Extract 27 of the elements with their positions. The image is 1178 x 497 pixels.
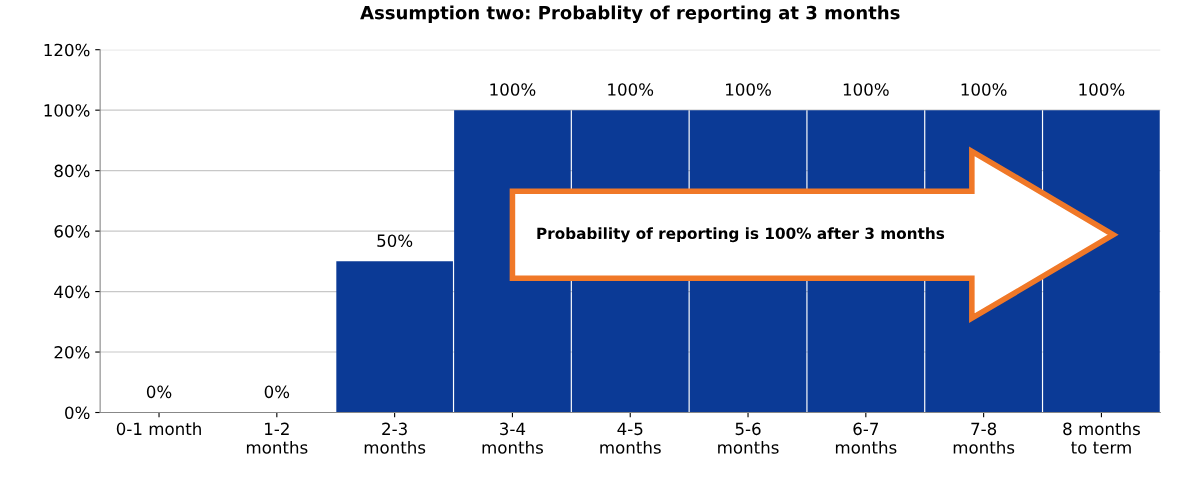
data-label: 100%	[608, 83, 654, 96]
data-label: 100%	[490, 83, 536, 96]
y-tick-label: 120%	[44, 43, 90, 57]
data-label: 100%	[961, 83, 1007, 96]
y-tick-label: 20%	[54, 346, 90, 359]
y-tick-label: 60%	[54, 225, 90, 238]
x-tick-label: 5-6 months	[718, 422, 779, 454]
x-tick-label: 2-3 months	[364, 422, 426, 454]
chart-title: Assumption two: Probablity of reporting at 3 months	[360, 5, 900, 24]
x-tick-label: 3-4 months	[482, 422, 544, 454]
x-tick-label: 7-8 months	[953, 422, 1015, 454]
y-tick-label: 40%	[54, 285, 90, 299]
data-label: 100%	[1079, 83, 1125, 96]
y-tick-label: 0%	[65, 406, 90, 420]
x-tick-label: 0-1 month	[116, 422, 201, 436]
x-tick-label: 1-2 months	[246, 422, 308, 454]
data-label: 50%	[377, 234, 413, 247]
y-tick-label: 80%	[54, 164, 90, 178]
data-label: 0%	[146, 385, 172, 399]
y-tick-label: 100%	[44, 104, 90, 117]
data-label: 100%	[726, 83, 771, 96]
x-tick-label: 4-5 months	[600, 422, 661, 454]
annotation: Probability of reporting is 100% after 3 months	[537, 227, 945, 243]
x-tick-label: 8 months to term	[1063, 422, 1140, 454]
x-tick-label: 6-7 months	[835, 422, 897, 454]
data-label: 100%	[843, 83, 889, 96]
data-label: 0%	[264, 385, 290, 399]
